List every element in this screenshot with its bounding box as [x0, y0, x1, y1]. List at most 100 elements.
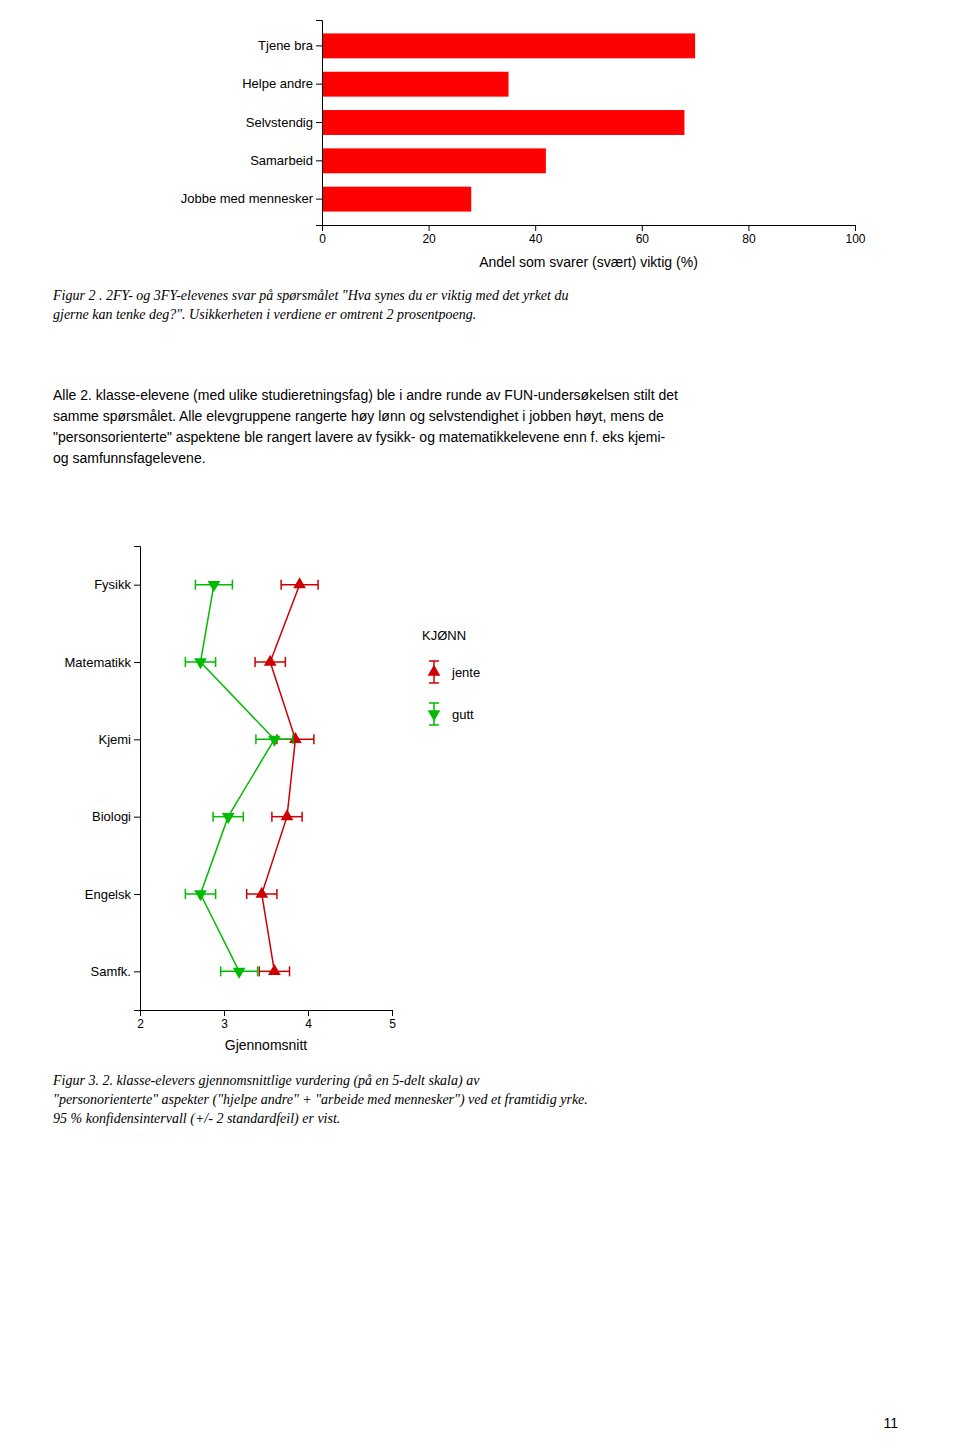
y-tick-mark	[316, 199, 322, 200]
x-tick: 80	[742, 225, 756, 246]
x-tick-mark	[748, 225, 749, 231]
y-tick: Kjemi	[98, 732, 140, 747]
y-tick-label: Selvstendig	[246, 115, 313, 130]
x-axis-title: Gjennomsnitt	[225, 1037, 308, 1053]
y-tick-label: Helpe andre	[242, 76, 313, 91]
bar	[322, 33, 695, 58]
y-tick-label: Samarbeid	[250, 153, 313, 168]
bars	[322, 33, 695, 211]
series-line	[200, 585, 274, 972]
body-text: "personsorienterte" aspektene ble ranger…	[53, 429, 666, 445]
marker	[268, 736, 281, 747]
error-cap	[195, 580, 197, 590]
marker	[281, 809, 294, 820]
y-tick-mark	[134, 585, 140, 586]
error-cap	[285, 657, 287, 667]
marker	[268, 964, 281, 975]
page-number: 11	[883, 1415, 898, 1431]
marker	[255, 887, 268, 898]
x-tick-label: 40	[529, 232, 543, 246]
y-tick-label: Engelsk	[85, 887, 132, 902]
x-axis-title: Andel som svarer (svært) viktig (%)	[479, 254, 698, 270]
error-cap	[215, 889, 217, 899]
legend-swatch	[429, 724, 439, 726]
dot-chart: 2 3 4 5 Fysikk Matematikk Kjemi Biologi Engelsk S…	[65, 547, 397, 1054]
y-tick-label: Fysikk	[94, 577, 131, 592]
x-axis-line	[323, 226, 856, 232]
error-cap	[220, 966, 222, 976]
x-axis: 0 20 40 60 80 100	[319, 225, 866, 246]
x-tick-mark	[855, 225, 856, 231]
x-tick: 20	[422, 225, 436, 246]
x-tick: 60	[636, 225, 650, 246]
y-axis-line	[134, 547, 141, 1011]
error-cap	[301, 812, 303, 822]
error-cap	[259, 966, 261, 976]
y-tick-mark	[316, 122, 322, 123]
y-tick-mark	[134, 971, 140, 972]
caption: "personorienterte" aspekter ("hjelpe and…	[53, 1092, 588, 1108]
x-tick-mark	[429, 225, 430, 231]
x-tick: 0	[319, 225, 326, 246]
error-cap	[317, 580, 319, 590]
y-axis: Fysikk Matematikk Kjemi Biologi Engelsk Samfk…	[65, 547, 141, 1011]
legend-label: gutt	[452, 707, 474, 722]
y-tick-mark	[134, 739, 140, 740]
y-tick-mark	[316, 84, 322, 85]
legend-swatch	[429, 682, 439, 684]
marker	[264, 655, 277, 666]
x-tick: 4	[305, 1010, 312, 1031]
x-tick-label: 20	[422, 232, 436, 246]
x-axis: 2 3 4 5	[137, 1010, 396, 1031]
x-tick-mark	[224, 1010, 225, 1016]
x-tick-mark	[642, 225, 643, 231]
error-cap	[185, 889, 187, 899]
y-tick-label: Samfk.	[91, 964, 131, 979]
y-tick-label: Tjene bra	[258, 38, 314, 53]
y-tick: Samfk.	[91, 964, 140, 979]
x-tick: 100	[845, 225, 865, 246]
y-tick-label: Biologi	[92, 809, 131, 824]
bar	[322, 148, 546, 173]
legend-marker	[428, 710, 441, 721]
series	[185, 580, 293, 979]
error-cap	[255, 734, 257, 744]
y-tick: Fysikk	[94, 577, 140, 592]
x-tick-label: 3	[221, 1017, 228, 1031]
series-line	[262, 585, 300, 972]
y-tick-label: Jobbe med mennesker	[181, 191, 314, 206]
y-tick: Matematikk	[65, 655, 140, 670]
error-cap	[271, 812, 273, 822]
y-tick: Selvstendig	[246, 115, 322, 130]
x-tick-mark	[535, 225, 536, 231]
y-tick: Jobbe med mennesker	[181, 191, 322, 206]
page: 0 20 40 60 80 100 Tjene bra Helpe andre Selvsten…	[0, 0, 960, 1456]
x-tick-label: 4	[305, 1017, 312, 1031]
marker	[194, 890, 207, 901]
error-cap	[246, 889, 248, 899]
x-tick-label: 60	[636, 232, 650, 246]
body-text: Alle 2. klasse-elevene (med ulike studie…	[53, 387, 678, 403]
caption: gjerne kan tenke deg?". Usikkerheten i v…	[53, 307, 476, 322]
error-cap	[232, 580, 234, 590]
x-tick-label: 100	[845, 232, 865, 246]
legend-label: jente	[451, 665, 480, 680]
y-tick: Tjene bra	[258, 38, 322, 53]
y-tick-label: Matematikk	[65, 655, 132, 670]
x-tick-label: 5	[389, 1017, 396, 1031]
x-tick-label: 2	[137, 1017, 144, 1031]
y-tick-mark	[134, 662, 140, 663]
y-tick: Biologi	[92, 809, 140, 824]
error-cap	[289, 966, 291, 976]
y-tick-mark	[316, 160, 322, 161]
marker	[194, 658, 207, 669]
y-tick: Helpe andre	[242, 76, 322, 91]
x-axis-line	[141, 1011, 393, 1017]
error-cap	[292, 734, 294, 744]
x-tick-label: 0	[319, 232, 326, 246]
marker	[289, 732, 302, 743]
legend: KJØNNjentegutt	[422, 628, 480, 725]
x-tick: 2	[137, 1010, 144, 1031]
x-tick-mark	[392, 1010, 393, 1016]
x-tick-mark	[308, 1010, 309, 1016]
